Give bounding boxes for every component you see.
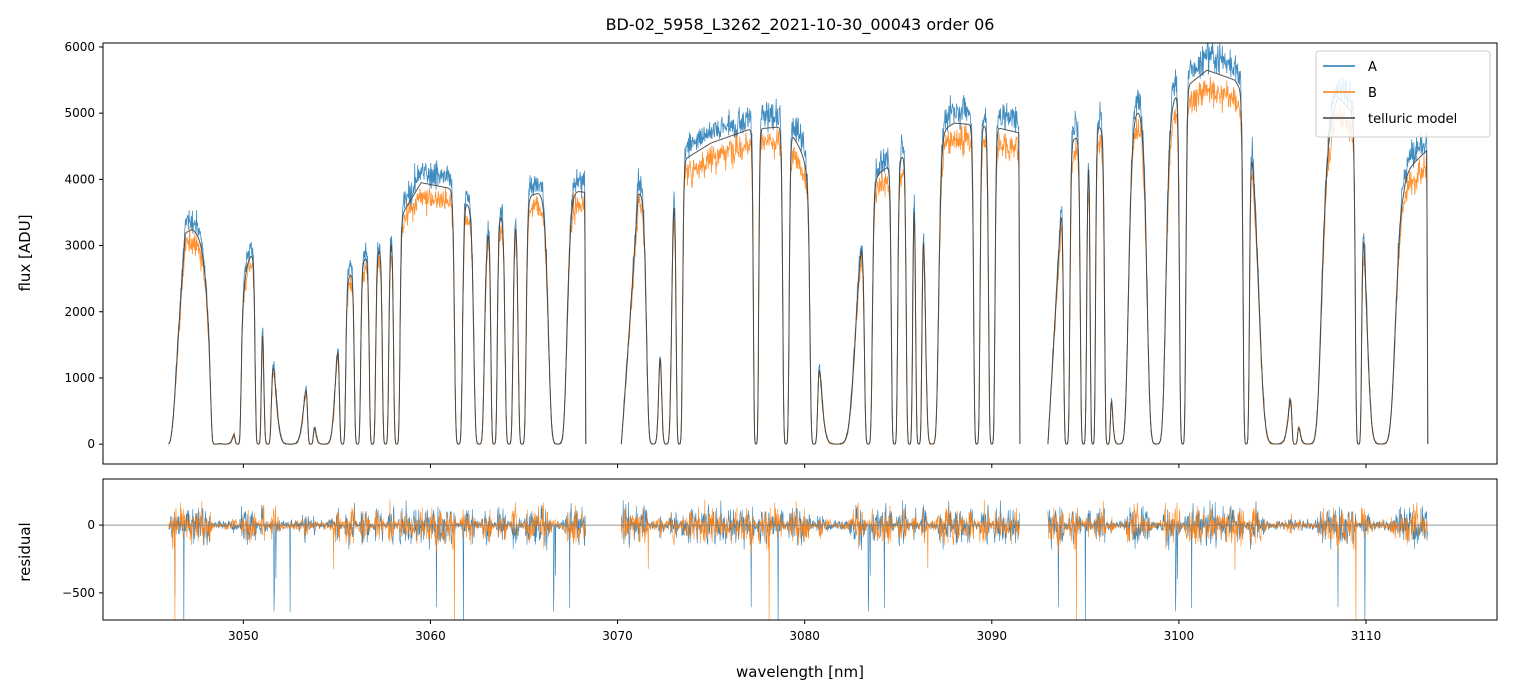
y-tick-label: 0: [87, 437, 95, 451]
y-tick-label: 6000: [64, 40, 95, 54]
y-tick-label: 1000: [64, 371, 95, 385]
residual-panel: −500 0 3050 3060 3070 3080 3090 3100 3110 resid…: [16, 478, 1498, 681]
legend-label-telluric: telluric model: [1368, 112, 1457, 127]
telluric-model-line: [620, 122, 1021, 445]
spectrum-axes-frame: [102, 42, 1498, 465]
residual-b-line: [1047, 500, 1429, 620]
legend-box: [1315, 50, 1491, 138]
y-tick-label: 5000: [64, 106, 95, 120]
legend: A B telluric model: [1315, 50, 1491, 138]
spectrum-y-ticks: 0 1000 2000 3000 4000 5000 6000: [64, 40, 103, 451]
residual-y-ticks: −500 0: [62, 518, 103, 600]
spectrum-series-group: [168, 43, 1429, 446]
y-tick-label: 4000: [64, 172, 95, 186]
telluric-model-line: [168, 182, 587, 445]
residual-b-line: [168, 499, 587, 620]
series-b-line: [168, 186, 587, 446]
x-tick-label: 3050: [228, 629, 259, 643]
y-tick-label: −500: [62, 586, 95, 600]
x-tick-label: 3060: [415, 629, 446, 643]
x-tick-label: 3080: [789, 629, 820, 643]
legend-label-b: B: [1368, 86, 1377, 101]
telluric-model-line: [1047, 69, 1429, 445]
x-axis-label: wavelength [nm]: [736, 663, 864, 681]
x-tick-label: 3110: [1351, 629, 1382, 643]
x-tick-label: 3070: [602, 629, 633, 643]
spectrum-x-ticks: [242, 464, 1367, 468]
y-tick-label: 2000: [64, 305, 95, 319]
series-b-line: [620, 122, 1021, 446]
residual-series-group: [103, 499, 1497, 620]
residual-axes-frame: [102, 478, 1498, 621]
residual-a-line: [1047, 500, 1429, 620]
residual-x-ticks: 3050 3060 3070 3080 3090 3100 3110: [228, 620, 1381, 643]
y-tick-label: 0: [87, 518, 95, 532]
residual-b-line: [621, 499, 1021, 620]
series-a-line: [168, 160, 587, 445]
chart-title: BD-02_5958_L3262_2021-10-30_00043 order …: [606, 15, 995, 35]
y-tick-label: 3000: [64, 239, 95, 253]
spectrum-panel: 0 1000 2000 3000 4000 5000 6000 flux [ADU] A B…: [16, 40, 1498, 468]
spectrum-y-axis-label: flux [ADU]: [16, 214, 34, 291]
x-tick-label: 3100: [1164, 629, 1195, 643]
residual-y-axis-label: residual: [16, 522, 34, 581]
legend-label-a: A: [1368, 60, 1377, 75]
x-tick-label: 3090: [977, 629, 1008, 643]
